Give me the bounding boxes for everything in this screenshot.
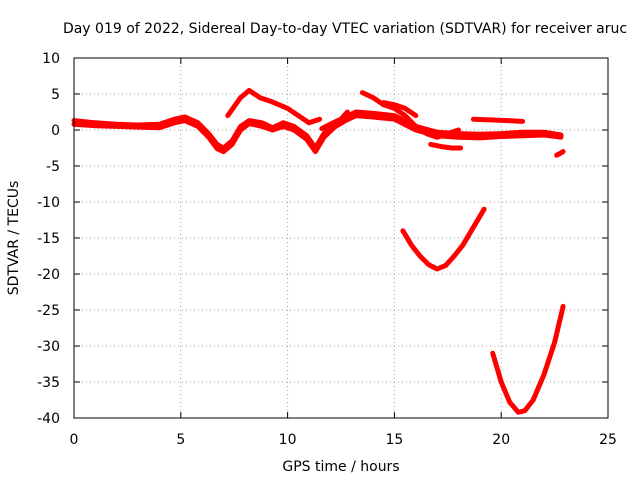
x-tick-label: 20	[492, 432, 510, 448]
grid	[74, 58, 608, 418]
y-tick-label: 10	[42, 51, 60, 67]
track-segment-d	[381, 100, 419, 119]
y-tick-label: -25	[37, 303, 60, 319]
x-tick-label: 10	[279, 432, 297, 448]
y-tick-label: -10	[37, 195, 60, 211]
y-tick-label: -5	[46, 159, 60, 175]
track-baseline-b	[71, 113, 564, 155]
x-tick-label: 25	[599, 432, 617, 448]
y-tick-label: -15	[37, 231, 60, 247]
track-upper-b	[319, 109, 350, 132]
axis-ticks: 0 5 10 15 20 25 10 5 0 -5 -10 -15 -20 -25 -30 -35 -40	[37, 51, 617, 448]
track-dip-2	[490, 303, 566, 415]
y-tick-label: -40	[37, 411, 60, 427]
track-upper-c	[359, 90, 461, 140]
track-dip-1	[400, 206, 487, 272]
y-tick-label: -35	[37, 375, 60, 391]
x-axis-label: GPS time / hours	[282, 459, 399, 475]
y-tick-label: 5	[51, 87, 60, 103]
y-axis-label: SDTVAR / TECUs	[6, 181, 22, 296]
data-series	[71, 87, 566, 415]
x-tick-label: 15	[385, 432, 403, 448]
x-tick-label: 5	[176, 432, 185, 448]
track-upper-a	[225, 87, 323, 126]
y-tick-label: 0	[51, 123, 60, 139]
track-segment-g	[554, 149, 566, 158]
track-segment-f	[470, 116, 526, 124]
chart-title: Day 019 of 2022, Sidereal Day-to-day VTE…	[63, 21, 627, 37]
y-tick-label: -20	[37, 267, 60, 283]
x-tick-label: 0	[70, 432, 79, 448]
track-segment-e	[428, 141, 464, 151]
y-tick-label: -30	[37, 339, 60, 355]
